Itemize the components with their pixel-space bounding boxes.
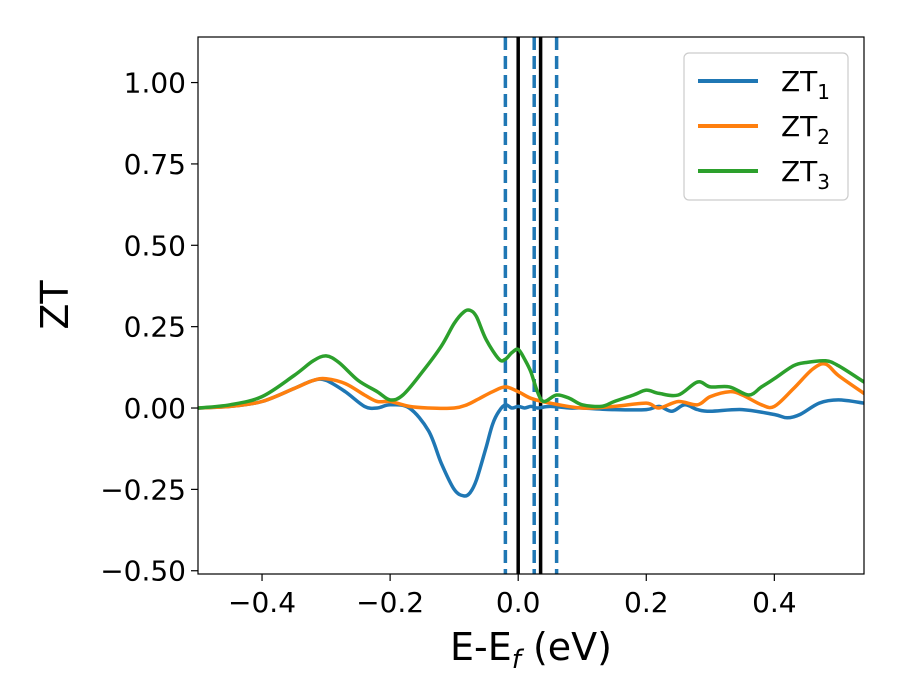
series-line-zt1: [198, 377, 864, 498]
x-axis-title-main: E-E: [450, 625, 512, 669]
legend-label-zt1: ZT1: [781, 65, 830, 104]
plot-frame: [197, 36, 865, 575]
x-axis-title-unit: (eV): [521, 625, 612, 669]
y-tick-label: −0.50: [100, 555, 186, 588]
x-tick-label: 0.0: [496, 586, 541, 619]
legend-box: [683, 52, 849, 201]
x-tick-label: −0.4: [228, 586, 296, 619]
x-tick-label: 0.4: [752, 586, 797, 619]
y-tick-label: 0.25: [124, 311, 186, 344]
y-tick-label: −0.25: [100, 473, 186, 506]
y-axis-title: ZT: [33, 280, 77, 330]
series-line-zt2: [198, 362, 864, 411]
legend-label-zt3: ZT3: [781, 155, 830, 194]
y-tick-label: 0.75: [124, 148, 186, 181]
y-tick-label: 0.00: [124, 392, 186, 425]
x-tick-label: 0.2: [624, 586, 669, 619]
x-tick-label: −0.2: [356, 586, 424, 619]
legend-label-zt2: ZT2: [781, 110, 830, 149]
y-tick-label: 1.00: [124, 67, 186, 100]
x-axis-title: E-Ef (eV): [450, 625, 612, 675]
series-line-zt3: [198, 308, 864, 410]
y-tick-label: 0.50: [124, 229, 186, 262]
